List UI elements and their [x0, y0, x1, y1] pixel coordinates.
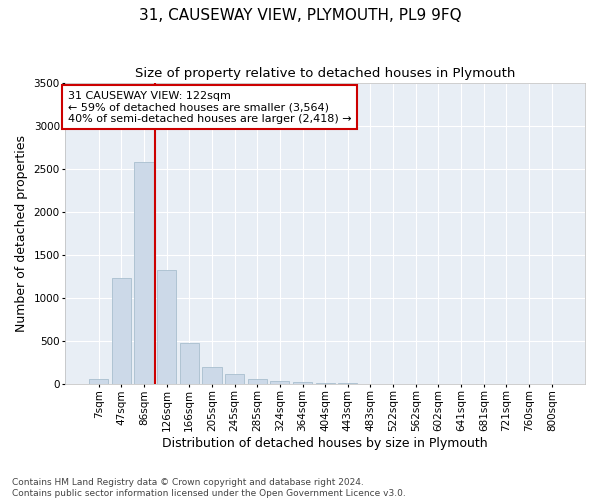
Bar — [89, 380, 108, 384]
Bar — [157, 270, 176, 384]
Bar — [179, 342, 199, 384]
Text: 31, CAUSEWAY VIEW, PLYMOUTH, PL9 9FQ: 31, CAUSEWAY VIEW, PLYMOUTH, PL9 9FQ — [139, 8, 461, 22]
Bar — [225, 374, 244, 384]
Bar — [293, 382, 312, 384]
Text: Contains HM Land Registry data © Crown copyright and database right 2024.
Contai: Contains HM Land Registry data © Crown c… — [12, 478, 406, 498]
Y-axis label: Number of detached properties: Number of detached properties — [15, 135, 28, 332]
X-axis label: Distribution of detached houses by size in Plymouth: Distribution of detached houses by size … — [163, 437, 488, 450]
Bar — [134, 162, 154, 384]
Bar — [248, 379, 267, 384]
Bar — [316, 383, 335, 384]
Bar — [270, 381, 289, 384]
Title: Size of property relative to detached houses in Plymouth: Size of property relative to detached ho… — [135, 68, 515, 80]
Text: 31 CAUSEWAY VIEW: 122sqm
← 59% of detached houses are smaller (3,564)
40% of sem: 31 CAUSEWAY VIEW: 122sqm ← 59% of detach… — [68, 90, 352, 124]
Bar — [112, 278, 131, 384]
Bar — [202, 367, 221, 384]
